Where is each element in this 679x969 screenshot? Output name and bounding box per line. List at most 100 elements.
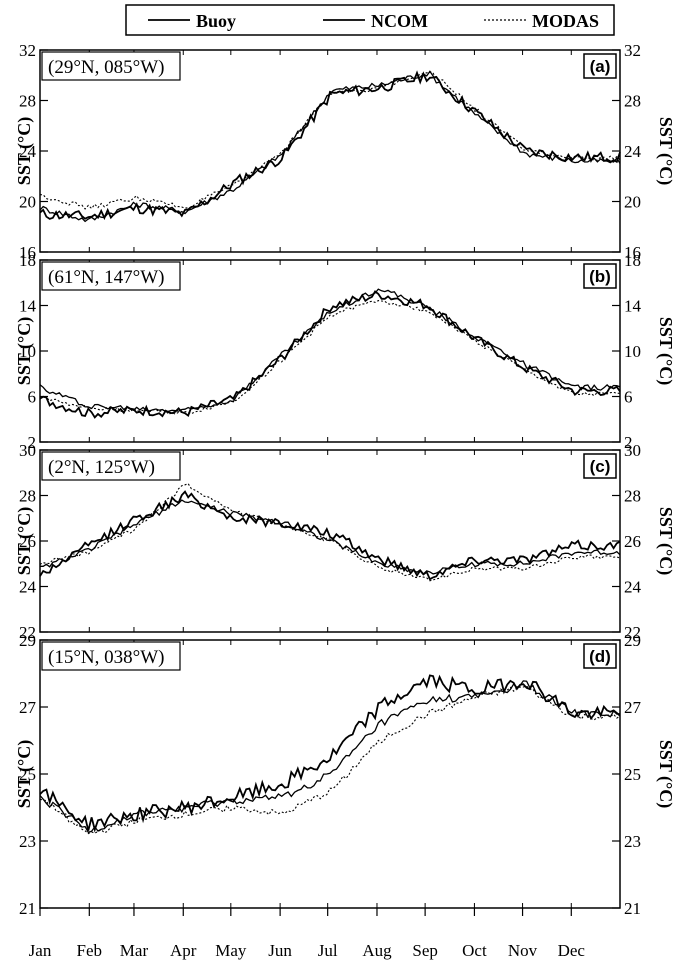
legend-label-modas: MODAS [532,11,599,31]
panel-letter-box [583,453,617,479]
y-tick-label-right: 28 [624,487,641,506]
panel-letter: (b) [589,267,611,286]
legend-label-buoy: Buoy [196,11,236,31]
y-tick-label-left: 14 [19,297,37,316]
series-line-ncom [40,499,621,575]
y-tick-label-right: 22 [624,623,641,642]
y-axis-title-right: SST (°C) [655,740,676,808]
y-tick-label-right: 32 [624,41,641,60]
y-tick-label-right: 21 [624,899,641,918]
x-tick-label: Jun [268,941,292,960]
y-tick-label-left: 30 [19,441,36,460]
x-tick-label: Jan [29,941,52,960]
x-tick-label: Nov [508,941,538,960]
panel-frame [39,639,621,909]
y-tick-label-right: 25 [624,765,641,784]
panel-d: 21 21 23 23 25 25 27 27 29 29 SST (°C) SST (°C) (15°… [14,631,676,918]
panel-a: 16 16 20 20 24 24 28 28 32 32 SST (°C) SST (°C) (29°… [14,41,676,262]
location-label: (15°N, 038°W) [48,647,165,668]
y-tick-label-left: 32 [19,41,36,60]
y-tick-label-left: 2 [28,433,37,452]
y-tick-label-right: 16 [624,243,641,262]
y-tick-label-left: 18 [19,251,36,270]
x-tick-label: Aug [362,941,392,960]
y-tick-label-right: 20 [624,193,641,212]
series-line-ncom [39,288,621,413]
panel-c: 22 22 24 24 26 26 28 28 30 30 SST (°C) SST (°C) (2°N… [14,441,676,642]
x-axis: Jan Feb Mar Apr May Jun Jul Aug Sep Oct Nov Dec [29,908,586,960]
legend: Buoy NCOM MODAS [125,4,615,36]
y-tick-label-left: 27 [19,698,37,717]
x-tick-label: Mar [120,941,149,960]
panel-letter: (c) [590,457,611,476]
y-axis-title-right: SST (°C) [655,317,676,385]
y-tick-label-left: 20 [19,193,36,212]
y-tick-label-right: 28 [624,92,641,111]
y-tick-label-right: 30 [624,441,641,460]
series-line-buoy [39,70,621,221]
y-tick-label-left: 28 [19,92,36,111]
panel-letter-box [583,53,617,79]
y-tick-label-left: 6 [28,388,37,407]
x-tick-label: Dec [558,941,586,960]
series-line-ncom [39,70,621,223]
x-tick-label: May [215,941,247,960]
y-tick-label-right: 6 [624,388,633,407]
y-tick-label-right: 29 [624,631,641,650]
y-tick-label-right: 18 [624,251,641,270]
y-axis-title-right: SST (°C) [655,507,676,575]
series-line-buoy [39,674,621,833]
y-axis-title-left: SST (°C) [14,117,35,185]
location-box [41,641,181,671]
panel-letter-box [583,643,617,669]
y-axis-title-left: SST (°C) [14,740,35,808]
x-tick-label: Jul [318,941,338,960]
series-line-modas [39,483,621,582]
panel-letter: (a) [590,57,611,76]
y-tick-label-right: 24 [624,142,642,161]
y-tick-label-left: 10 [19,342,36,361]
series-line-modas [39,685,621,835]
legend-box [125,4,615,36]
location-label: (29°N, 085°W) [48,57,165,78]
y-tick-label-left: 29 [19,631,36,650]
location-box [41,451,181,481]
y-axis-title-left: SST (°C) [14,507,35,575]
location-box [41,261,181,291]
y-tick-label-left: 22 [19,623,36,642]
x-tick-label: Oct [462,941,487,960]
series-line-buoy [39,290,621,419]
y-tick-label-left: 26 [19,532,36,551]
panel-b: 2 2 6 6 10 10 14 14 18 18 SST (°C) SST (°C) (61°N, 1… [14,251,676,452]
x-tick-label: Feb [77,941,103,960]
location-label: (61°N, 147°W) [48,267,165,288]
y-tick-label-right: 24 [624,578,642,597]
y-tick-label-left: 23 [19,832,36,851]
y-axis-title-left: SST (°C) [14,317,35,385]
y-tick-label-right: 14 [624,297,642,316]
y-tick-label-right: 10 [624,342,641,361]
y-tick-label-left: 24 [19,142,37,161]
y-tick-label-left: 28 [19,487,36,506]
series-line-ncom [39,680,621,834]
series-line-modas [39,70,621,210]
y-tick-label-right: 27 [624,698,642,717]
y-tick-label-right: 23 [624,832,641,851]
series-line-modas [39,300,621,415]
panel-letter-box [583,263,617,289]
location-box [41,51,181,81]
y-tick-label-left: 25 [19,765,36,784]
location-label: (2°N, 125°W) [48,457,155,478]
y-axis-title-right: SST (°C) [655,117,676,185]
y-tick-label-left: 24 [19,578,37,597]
y-tick-label-left: 21 [19,899,36,918]
x-tick-label: Sep [412,941,438,960]
series-line-buoy [39,490,621,581]
x-tick-label: Apr [170,941,197,960]
panel-letter: (d) [589,647,611,666]
y-tick-label-right: 2 [624,433,633,452]
legend-label-ncom: NCOM [371,11,428,31]
y-tick-label-left: 16 [19,243,36,262]
y-tick-label-right: 26 [624,532,641,551]
